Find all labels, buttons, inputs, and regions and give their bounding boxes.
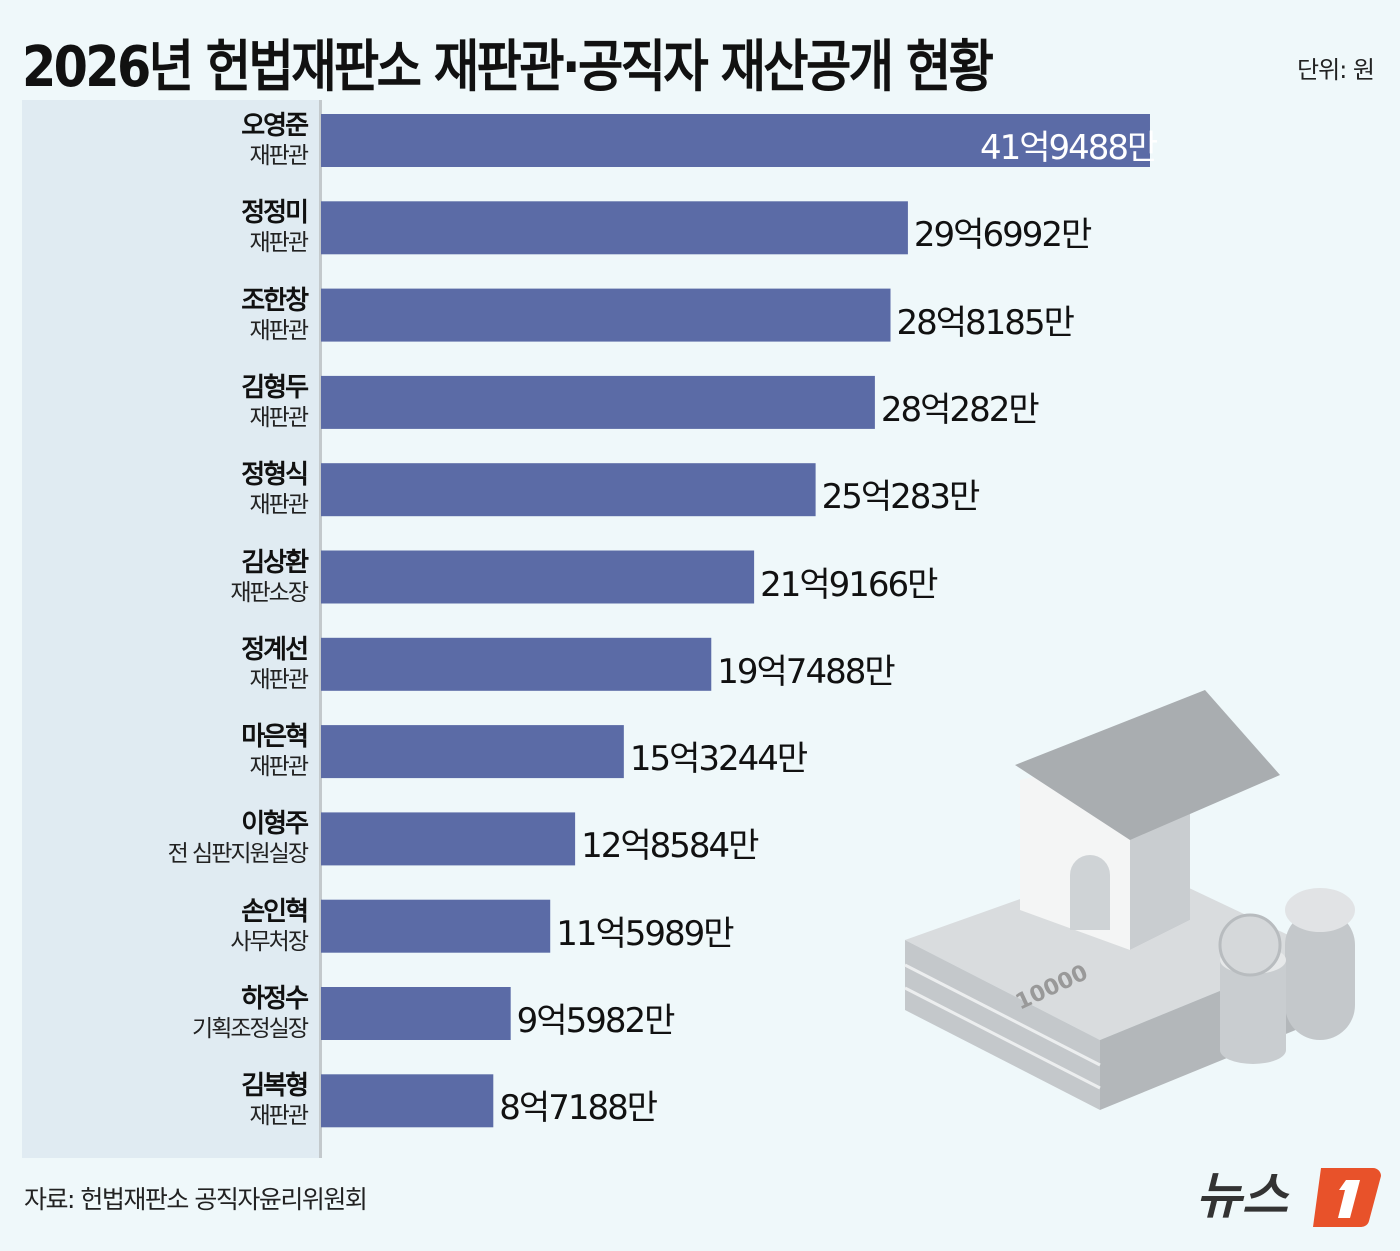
category-role: 재판관 (249, 492, 310, 519)
bar (321, 375, 875, 429)
category-role: 사무처장 (230, 928, 309, 955)
bar (321, 725, 624, 779)
category-role: 재판관 (249, 666, 310, 693)
bar (321, 201, 908, 255)
bar (321, 812, 576, 866)
category-name: 하정수 (241, 984, 309, 1014)
category-name: 정정미 (241, 198, 309, 229)
bar (321, 550, 755, 604)
category-role: 재판관 (249, 1103, 310, 1130)
bar (321, 463, 816, 517)
data-label: 8억7188만 (499, 1088, 658, 1129)
category-role: 전 심판지원실장 (167, 841, 309, 868)
category-role: 재판소장 (230, 579, 309, 606)
category-role: 재판관 (249, 754, 310, 781)
bar (321, 899, 551, 953)
data-label: 41억9488만 (979, 128, 1158, 168)
category-name: 손인혁 (241, 896, 309, 927)
news1-logo: 뉴스 (1196, 1158, 1386, 1232)
category-name: 정계선 (241, 634, 309, 665)
category-role: 재판관 (249, 404, 310, 431)
category-role: 기획조정실장 (192, 1016, 309, 1042)
category-name: 조한창 (241, 285, 309, 316)
svg-text:뉴스: 뉴스 (1196, 1167, 1290, 1225)
category-name: 오영준 (241, 111, 309, 141)
house-icon (1015, 690, 1280, 950)
category-name: 정형식 (241, 460, 309, 491)
coins-icon (1218, 888, 1355, 1064)
bar (321, 637, 712, 691)
data-label: 21억9166만 (760, 564, 938, 605)
category-name: 김복형 (241, 1071, 309, 1102)
data-label: 11억5989만 (556, 913, 734, 954)
data-label: 19억7488만 (717, 651, 895, 692)
chart-title: 2026년 헌법재판소 재판관·공직자 재산공개 현황 (22, 35, 994, 100)
data-label: 9억5982만 (516, 1001, 676, 1041)
bar (321, 987, 511, 1040)
bar (321, 114, 1150, 167)
data-label: 12억8584만 (581, 826, 759, 867)
house-money-illustration: 10000 (904, 690, 1355, 1110)
category-name: 김형두 (241, 372, 309, 403)
data-label: 28억282만 (880, 389, 1040, 430)
data-label: 28억8185만 (896, 302, 1075, 343)
category-role: 재판관 (249, 143, 310, 169)
data-label: 25억283만 (821, 477, 981, 518)
data-label: 15억3244만 (629, 739, 808, 780)
source-note: 자료: 헌법재판소 공직자윤리위원회 (24, 1185, 368, 1214)
category-role: 재판관 (249, 317, 310, 344)
category-name: 마은혁 (241, 722, 309, 753)
category-name: 이형주 (241, 809, 309, 840)
bar (321, 1074, 494, 1128)
data-label: 29억6992만 (913, 215, 1092, 256)
label-panel (22, 100, 322, 1158)
category-name: 김상환 (241, 547, 309, 578)
unit-label: 단위: 원 (1297, 56, 1375, 84)
category-role: 재판관 (249, 230, 310, 257)
bar (321, 288, 891, 342)
